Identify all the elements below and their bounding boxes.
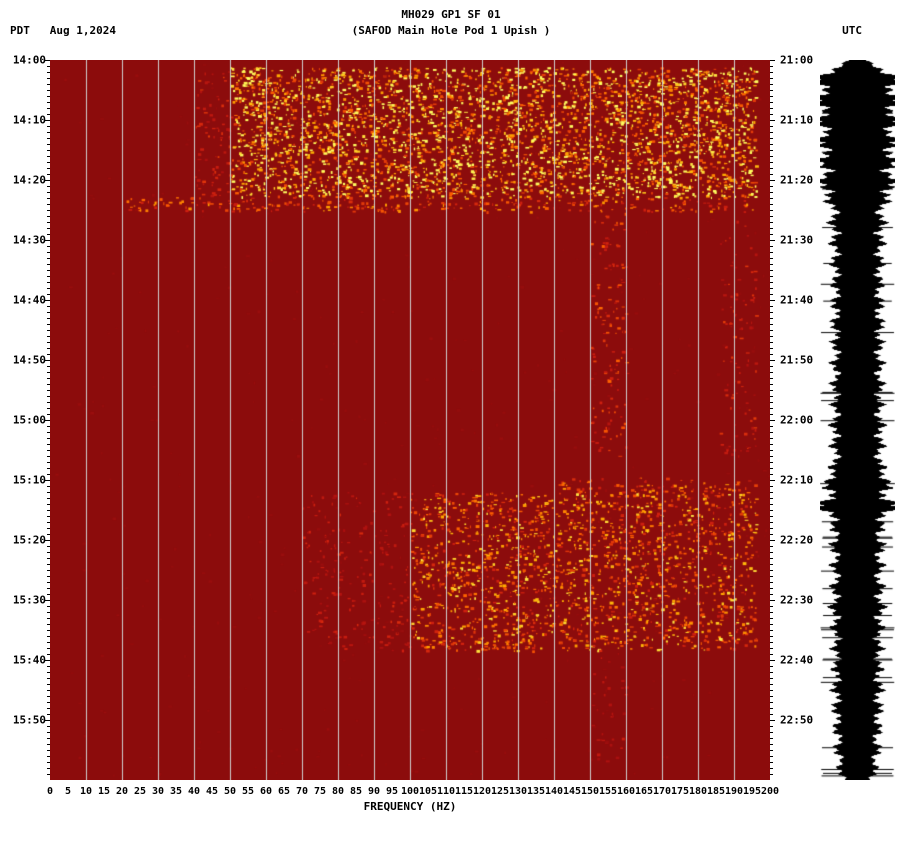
x-tick: 180 (689, 786, 707, 797)
x-tick: 65 (278, 786, 290, 797)
x-tick: 135 (527, 786, 545, 797)
y-right-tick: 22:30 (780, 594, 813, 607)
y-left-tick: 14:50 (13, 354, 46, 367)
x-tick: 160 (617, 786, 635, 797)
y-right-tick: 21:30 (780, 234, 813, 247)
y-right-tick: 21:10 (780, 114, 813, 127)
x-tick: 15 (98, 786, 110, 797)
x-tick: 200 (761, 786, 779, 797)
x-tick: 190 (725, 786, 743, 797)
x-tick: 110 (437, 786, 455, 797)
y-right-tick: 22:50 (780, 714, 813, 727)
x-tick: 10 (80, 786, 92, 797)
y-left-tick: 15:00 (13, 414, 46, 427)
x-tick: 50 (224, 786, 236, 797)
y-left-tick: 15:10 (13, 474, 46, 487)
x-tick: 105 (419, 786, 437, 797)
x-tick: 60 (260, 786, 272, 797)
x-tick: 95 (386, 786, 398, 797)
x-tick: 130 (509, 786, 527, 797)
x-tick: 175 (671, 786, 689, 797)
x-tick: 145 (563, 786, 581, 797)
y-left-tick: 15:30 (13, 594, 46, 607)
y-left-tick: 15:20 (13, 534, 46, 547)
x-tick: 45 (206, 786, 218, 797)
y-left-tick: 14:10 (13, 114, 46, 127)
x-tick: 100 (401, 786, 419, 797)
spectrogram-canvas (50, 60, 770, 780)
x-axis-label: FREQUENCY (HZ) (50, 800, 770, 813)
x-tick: 80 (332, 786, 344, 797)
x-tick: 170 (653, 786, 671, 797)
y-right-tick: 22:20 (780, 534, 813, 547)
y-right-tick: 21:50 (780, 354, 813, 367)
x-tick: 185 (707, 786, 725, 797)
x-tick: 55 (242, 786, 254, 797)
header-left: PDT Aug 1,2024 (10, 24, 116, 37)
x-tick: 195 (743, 786, 761, 797)
y-left-tick: 14:20 (13, 174, 46, 187)
y-right-tick: 22:10 (780, 474, 813, 487)
y-left-tick: 14:00 (13, 54, 46, 67)
x-tick: 75 (314, 786, 326, 797)
y-right-tick: 21:00 (780, 54, 813, 67)
y-left-tick: 15:40 (13, 654, 46, 667)
x-tick: 150 (581, 786, 599, 797)
spectrogram-plot (50, 60, 770, 780)
x-tick: 40 (188, 786, 200, 797)
chart-title-2: (SAFOD Main Hole Pod 1 Upish ) (0, 24, 902, 37)
x-tick: 140 (545, 786, 563, 797)
x-tick: 70 (296, 786, 308, 797)
x-tick: 115 (455, 786, 473, 797)
waveform-canvas (820, 60, 895, 780)
chart-title-1: MH029 GP1 SF 01 (0, 8, 902, 21)
x-tick: 25 (134, 786, 146, 797)
x-tick: 125 (491, 786, 509, 797)
x-tick: 5 (65, 786, 71, 797)
x-tick: 165 (635, 786, 653, 797)
y-left-tick: 15:50 (13, 714, 46, 727)
x-tick: 30 (152, 786, 164, 797)
tz-left-label: PDT (10, 24, 30, 37)
x-tick: 155 (599, 786, 617, 797)
tz-right-label: UTC (842, 24, 862, 37)
y-left-tick: 14:30 (13, 234, 46, 247)
x-tick: 35 (170, 786, 182, 797)
x-tick: 20 (116, 786, 128, 797)
y-right-tick: 21:20 (780, 174, 813, 187)
y-right-tick: 21:40 (780, 294, 813, 307)
date-label: Aug 1,2024 (50, 24, 116, 37)
y-right-tick: 22:00 (780, 414, 813, 427)
x-tick: 120 (473, 786, 491, 797)
x-tick: 90 (368, 786, 380, 797)
x-tick: 0 (47, 786, 53, 797)
x-tick: 85 (350, 786, 362, 797)
y-right-tick: 22:40 (780, 654, 813, 667)
y-left-tick: 14:40 (13, 294, 46, 307)
